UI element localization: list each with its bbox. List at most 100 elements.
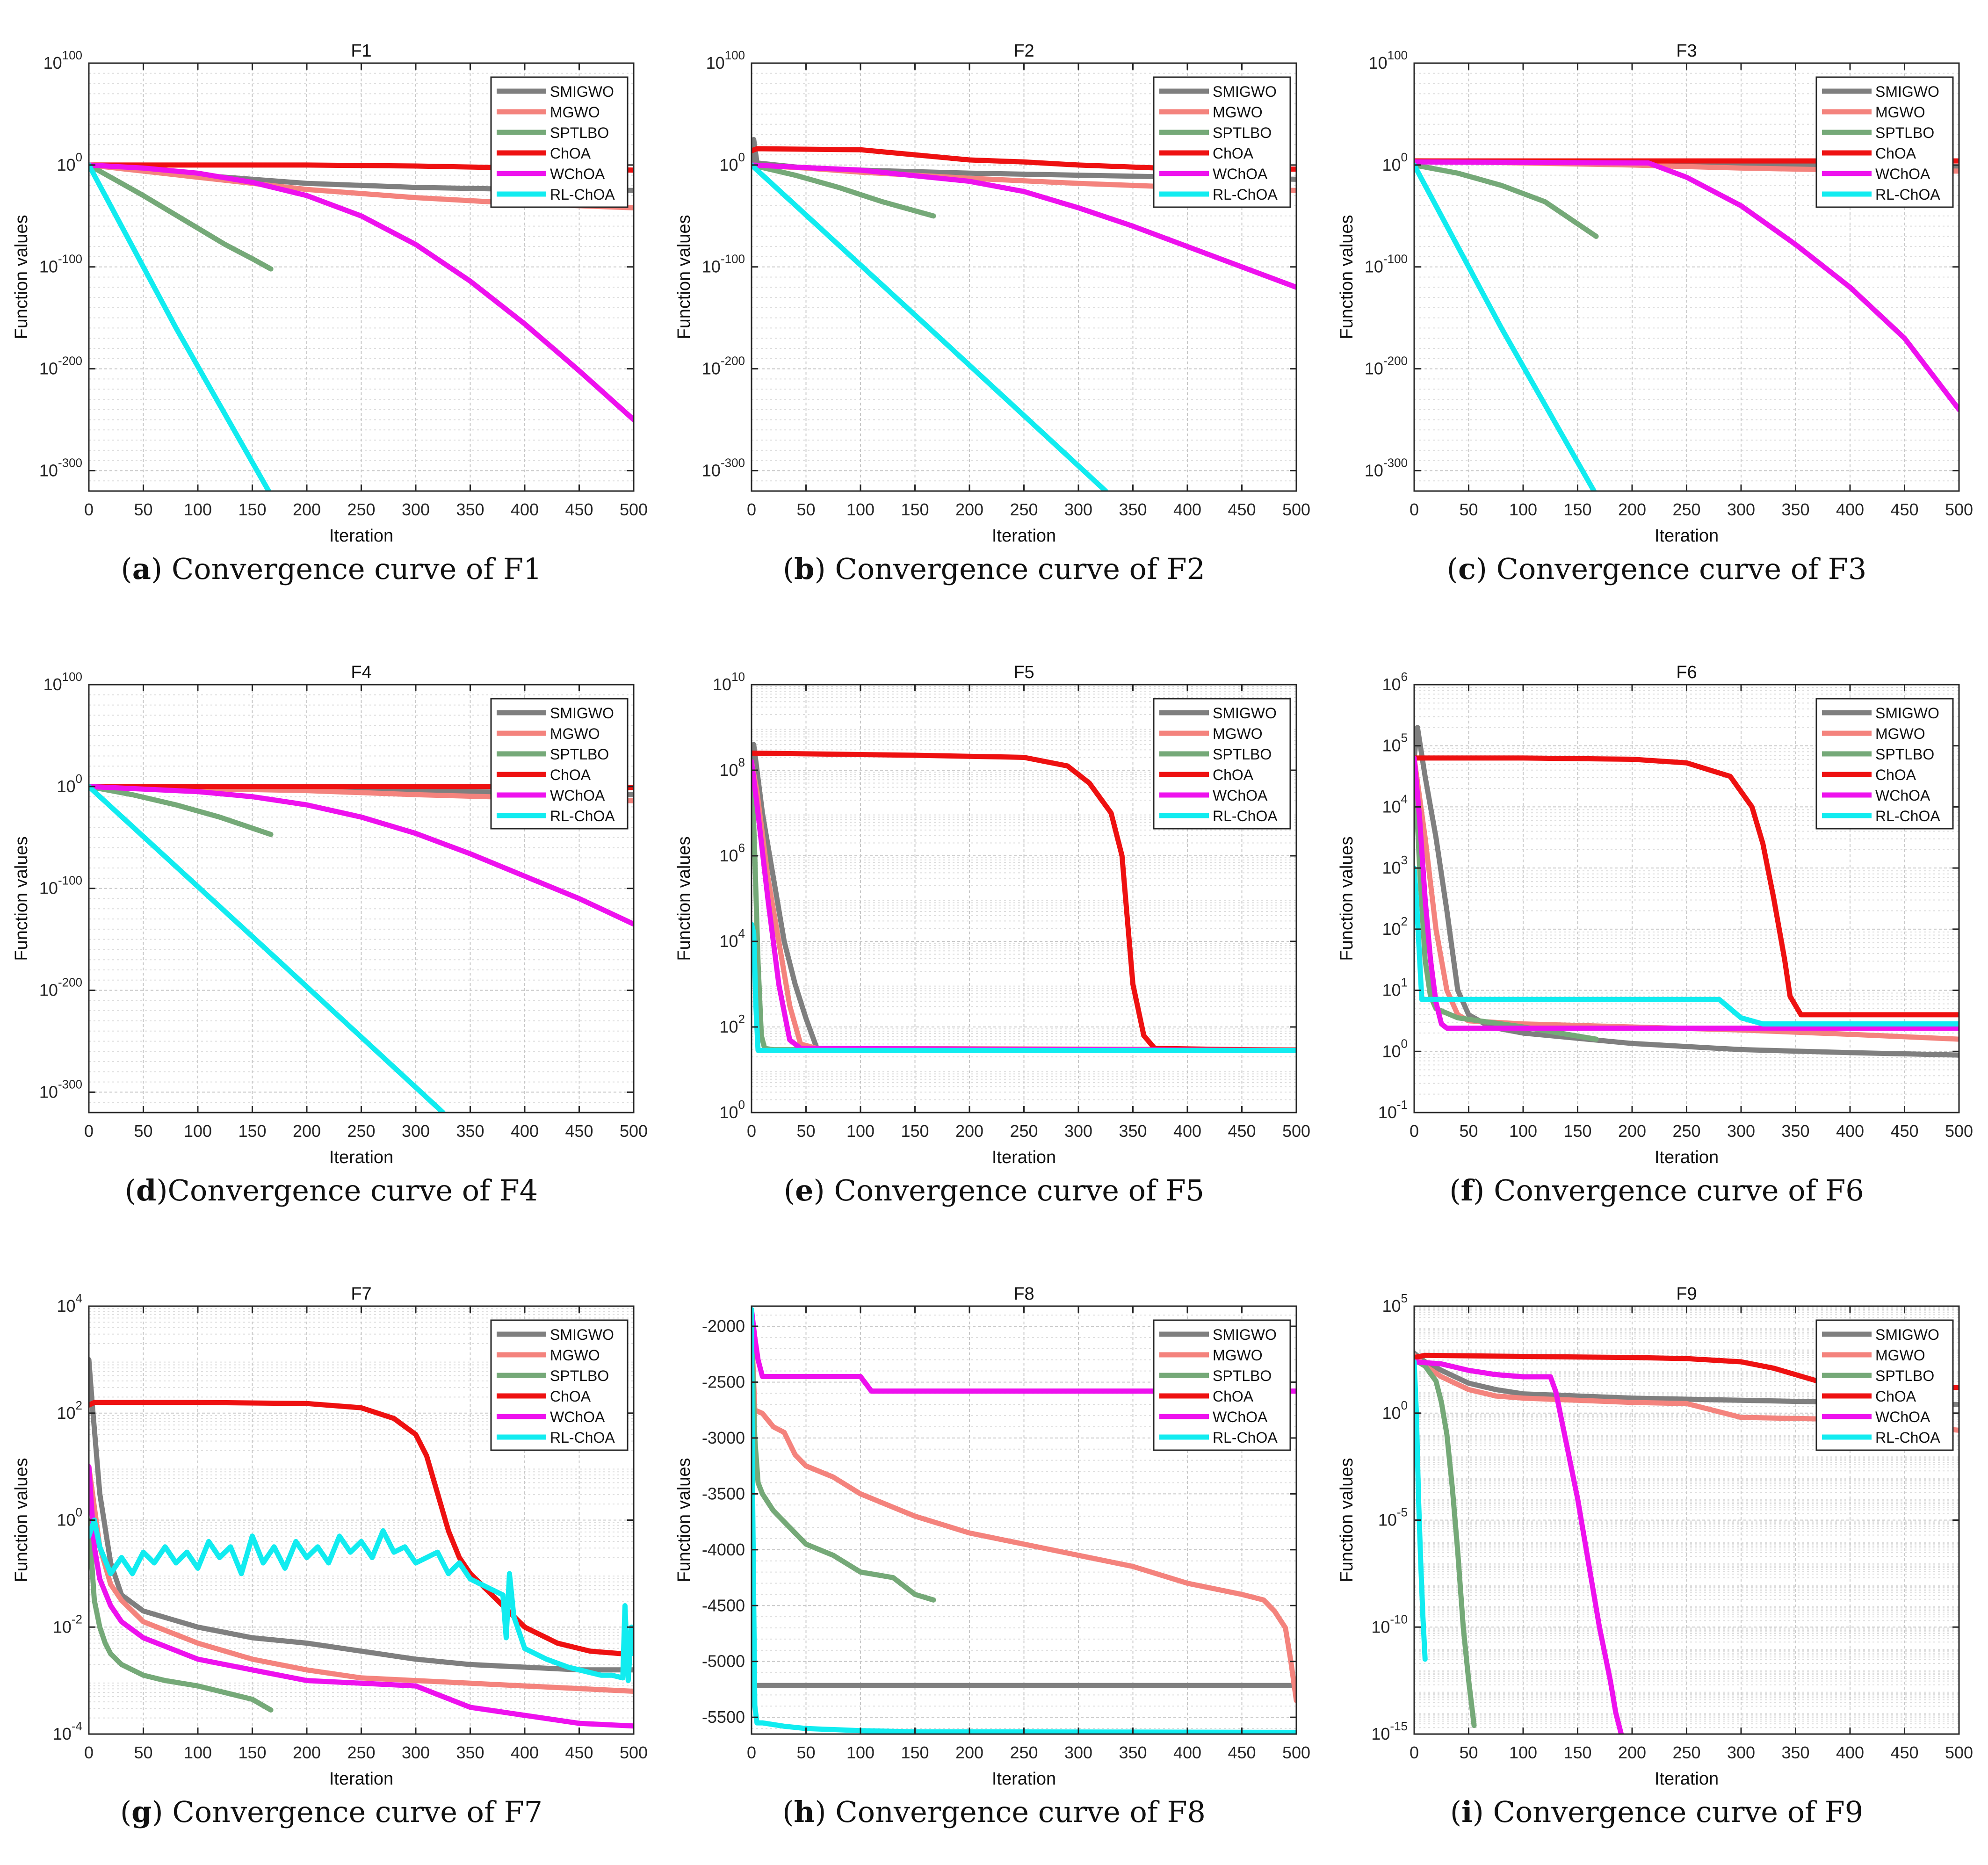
x-axis-label: Iteration <box>329 1769 393 1789</box>
y-tick-label: 100 <box>57 1505 82 1530</box>
chart-svg: 0 50 100 150 200 250 300 350 400 450 500 10100 100 10… <box>12 41 648 546</box>
series-line-mgwo <box>89 1464 634 1694</box>
y-axis-label: Function values <box>1337 1458 1357 1582</box>
caption-text: Convergence curve of F5 <box>824 1173 1205 1207</box>
x-tick-label: 350 <box>1119 500 1147 519</box>
x-tick-label: 350 <box>456 1743 484 1762</box>
legend-label-sptlbo: SPTLBO <box>1875 124 1934 141</box>
series-line-rl-choa <box>89 162 271 491</box>
legend-label-smigwo: SMIGWO <box>1875 705 1939 722</box>
x-tick-label: 250 <box>347 500 375 519</box>
x-tick-label: 250 <box>347 1743 375 1762</box>
y-tick-label: 10-5 <box>1378 1505 1408 1530</box>
x-tick-label: 250 <box>1010 500 1038 519</box>
series-group <box>752 742 1296 1053</box>
x-tick-label: 350 <box>456 1121 484 1141</box>
y-tick-label: 100 <box>1382 1036 1408 1061</box>
legend: SMIGWO MGWO SPTLBO ChOA WChOA RL-ChOA <box>490 76 629 208</box>
caption-text: Convergence curve of F9 <box>1483 1795 1864 1829</box>
legend-label-wchoa: WChOA <box>1875 166 1930 182</box>
legend-label-sptlbo: SPTLBO <box>550 746 609 763</box>
caption-text: Convergence curve of F6 <box>1484 1173 1864 1207</box>
y-tick-label: 10-4 <box>53 1719 82 1743</box>
legend-label-wchoa: WChOA <box>1875 1409 1930 1425</box>
y-tick-label: 10-200 <box>39 976 82 1000</box>
y-axis-label: Function values <box>12 836 31 961</box>
x-tick-label: 50 <box>796 1743 815 1762</box>
x-tick-label: 450 <box>565 1121 593 1141</box>
x-tick-label: 350 <box>1781 1743 1809 1762</box>
x-tick-label: 450 <box>565 500 593 519</box>
legend-label-sptlbo: SPTLBO <box>550 124 609 141</box>
x-tick-label: 250 <box>1672 1743 1700 1762</box>
x-tick-label: 50 <box>1459 500 1478 519</box>
legend-label-choa: ChOA <box>1875 145 1916 162</box>
y-tick-label: 10-1 <box>1378 1098 1408 1122</box>
y-tick-label: 10-15 <box>1371 1719 1408 1743</box>
x-tick-label: 250 <box>1010 1743 1038 1762</box>
legend-label-sptlbo: SPTLBO <box>1875 1367 1934 1384</box>
x-tick-label: 300 <box>402 1743 430 1762</box>
y-tick-label: -2500 <box>702 1372 745 1391</box>
legend-label-rl-choa: RL-ChOA <box>1213 808 1278 824</box>
x-tick-label: 400 <box>1173 1121 1201 1141</box>
y-tick-label: 10-300 <box>702 455 745 480</box>
y-tick-label: 10-100 <box>1365 252 1408 276</box>
chart-svg: 0 50 100 150 200 250 300 350 400 450 500 10100 100 10… <box>674 41 1310 546</box>
chart-panel-f9: 0 50 100 150 200 250 300 350 400 450 500 105 100 10-5… <box>1325 1243 1988 1865</box>
x-tick-label: 400 <box>511 1121 539 1141</box>
caption-letter: d <box>136 1173 157 1207</box>
panel-caption: (a) Convergence curve of F1 <box>121 552 542 586</box>
x-tick-label: 450 <box>1890 500 1918 519</box>
x-tick-label: 450 <box>1228 1743 1256 1762</box>
legend-label-mgwo: MGWO <box>1213 725 1263 742</box>
series-line-mgwo <box>752 1323 1296 1703</box>
y-tick-label: 10-100 <box>39 252 82 276</box>
chart-title: F2 <box>1013 41 1034 61</box>
legend: SMIGWO MGWO SPTLBO ChOA WChOA RL-ChOA <box>490 1319 629 1451</box>
x-tick-label: 500 <box>1945 500 1973 519</box>
y-tick-label: 100 <box>1382 150 1408 174</box>
y-tick-label: 104 <box>719 926 745 951</box>
x-tick-label: 500 <box>620 500 648 519</box>
series-line-rl-choa <box>752 162 1108 491</box>
y-axis-label: Function values <box>12 1458 31 1582</box>
y-tick-label: 10-300 <box>39 1077 82 1101</box>
series-line-smigwo <box>89 1357 634 1673</box>
x-tick-label: 150 <box>238 1743 266 1762</box>
x-tick-label: 50 <box>134 500 152 519</box>
legend-label-sptlbo: SPTLBO <box>1213 746 1272 763</box>
x-axis-label: Iteration <box>992 1769 1056 1789</box>
legend-label-choa: ChOA <box>550 766 591 783</box>
series-line-wchoa <box>1414 159 1959 412</box>
x-tick-label: 250 <box>1672 1121 1700 1141</box>
x-tick-label: 100 <box>184 500 212 519</box>
x-tick-label: 200 <box>1618 500 1646 519</box>
x-tick-label: 150 <box>1563 1743 1591 1762</box>
caption-letter: e <box>795 1173 814 1207</box>
y-tick-label: 102 <box>719 1012 745 1036</box>
chart-title: F8 <box>1013 1284 1034 1304</box>
y-tick-label: 10100 <box>706 48 745 72</box>
panel-caption: (e) Convergence curve of F5 <box>783 1173 1205 1207</box>
series-line-wchoa <box>752 162 1296 290</box>
legend-label-rl-choa: RL-ChOA <box>1875 808 1940 824</box>
series-line-sptlbo <box>89 162 274 272</box>
series-line-sptlbo <box>752 162 936 219</box>
y-tick-label: 10100 <box>43 48 82 72</box>
y-tick-label: 10100 <box>1369 48 1408 72</box>
caption-letter: a <box>132 552 151 586</box>
panel-caption: (d)Convergence curve of F4 <box>124 1173 538 1207</box>
chart-title: F3 <box>1676 41 1697 61</box>
x-tick-label: 200 <box>1618 1121 1646 1141</box>
x-tick-label: 200 <box>955 1121 983 1141</box>
legend-label-mgwo: MGWO <box>1213 104 1263 121</box>
legend-label-wchoa: WChOA <box>1875 787 1930 804</box>
chart-panel-f1: 0 50 100 150 200 250 300 350 400 450 500 10100 100 10… <box>0 0 663 622</box>
series-line-sptlbo <box>1414 1357 1477 1728</box>
chart-title: F9 <box>1676 1284 1697 1304</box>
series-line-rl-choa <box>752 1307 1296 1734</box>
x-tick-label: 300 <box>1727 500 1755 519</box>
legend-label-wchoa: WChOA <box>1213 1409 1268 1425</box>
x-tick-label: 400 <box>511 500 539 519</box>
